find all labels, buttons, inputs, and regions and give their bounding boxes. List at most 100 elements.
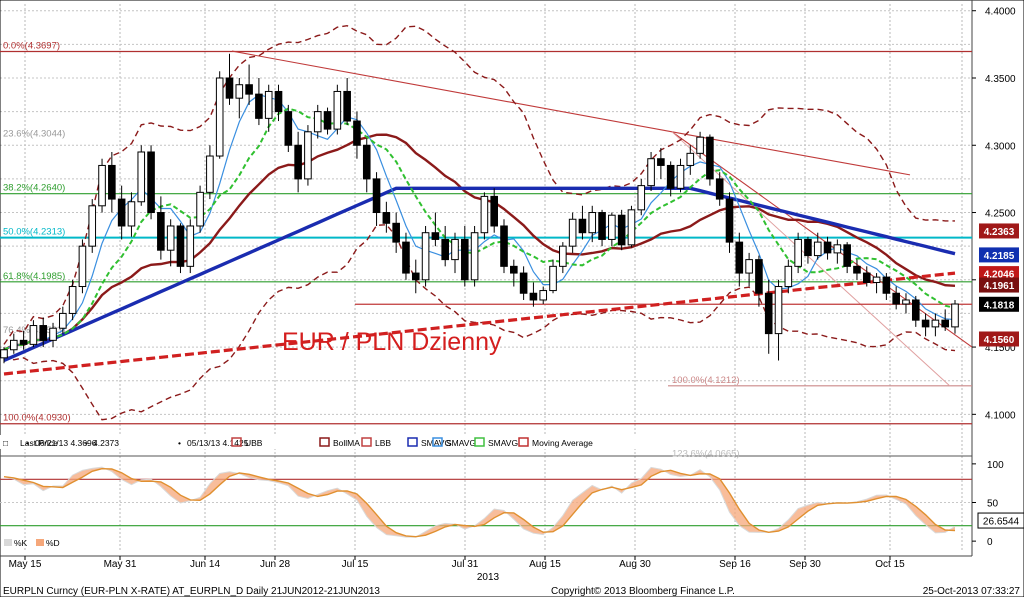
- candle-body: [402, 241, 410, 274]
- price-tag-label: 4.2363: [984, 227, 1015, 238]
- candle-body: [225, 77, 234, 99]
- legend-swatch-icon: [407, 437, 418, 447]
- candle-body: [431, 232, 440, 240]
- candle-body: [539, 290, 548, 301]
- candle-body: [166, 225, 175, 251]
- candle-body: [460, 238, 469, 281]
- legend-label: SMAVG: [446, 438, 476, 448]
- high-marker-icon: •: [26, 438, 29, 448]
- trend-line: [671, 131, 973, 348]
- candle-body: [480, 195, 489, 234]
- indicator-legend-label: %D: [46, 538, 60, 548]
- stochastic-d-line: [3, 467, 956, 538]
- candle-body: [755, 259, 763, 294]
- date-tick-label: May 15: [9, 559, 42, 570]
- chart-title: EUR / PLN Dzienny: [282, 328, 502, 356]
- legend: □ Last Price• 06/21/13 4.3696+ 4.2373 • 05/13…: [0, 435, 660, 449]
- legend-label: 06/21/13 4.3696: [35, 438, 97, 448]
- fib-level-label: 123.6%(4.0665): [672, 448, 740, 459]
- price-tag-box: [979, 331, 1019, 347]
- candle-body: [313, 111, 322, 133]
- candle-body: [470, 232, 479, 281]
- candle-body: [421, 232, 430, 281]
- low-marker-icon: •: [178, 438, 181, 448]
- candle-body: [549, 265, 557, 292]
- date-tick-label: Aug 15: [529, 559, 561, 570]
- candle-body: [245, 84, 253, 95]
- price-tick-label: 4.3000: [985, 141, 1016, 152]
- footer-security: EURPLN Curncy (EUR-PLN X-RATE) AT_EURPLN…: [3, 586, 380, 597]
- indicator-legend-swatch-icon: [36, 539, 44, 546]
- candle-body: [10, 339, 18, 351]
- legend-label: LBB: [375, 438, 391, 448]
- candle-body: [647, 158, 655, 187]
- price-tag-box: [979, 223, 1019, 239]
- legend-label: SMAVG: [421, 438, 451, 448]
- candle-body: [294, 144, 302, 180]
- candle-body: [764, 292, 773, 335]
- candle-body: [529, 292, 538, 301]
- indicator-tick-label: 50: [987, 499, 999, 510]
- candle-body: [696, 136, 704, 154]
- candle-body: [39, 325, 48, 341]
- candle-body: [510, 265, 518, 274]
- candle-body: [98, 164, 106, 207]
- legend-label: 4.2373: [93, 438, 119, 448]
- candle-body: [284, 111, 293, 146]
- sma-light-blue-line: [3, 94, 956, 351]
- legend-label: Last Price: [20, 438, 58, 448]
- candle-body: [706, 136, 714, 180]
- year-label: 2013: [477, 572, 500, 583]
- date-tick-label: Jun 14: [190, 559, 220, 570]
- price-tag-label: 4.2185: [984, 251, 1015, 262]
- candle-body: [304, 131, 312, 180]
- candle-body: [0, 349, 8, 359]
- fib-level-label: 38.2%(4.2640): [3, 183, 65, 194]
- fib-level-label: 0.0%(4.3697): [3, 40, 60, 51]
- candle-body: [117, 198, 126, 227]
- candle-body: [774, 286, 783, 335]
- candle-body: [637, 185, 646, 211]
- candle-body: [411, 272, 420, 281]
- fib-level-label: 100.0%(4.0930): [3, 413, 71, 424]
- price-tick-label: 4.1500: [985, 343, 1016, 354]
- candle-body: [235, 84, 244, 99]
- date-axis: May 15 May 31 Jun 14 Jun 28 Jul 15 Jul 31 Aug …: [9, 556, 905, 583]
- date-tick-label: May 31: [104, 559, 137, 570]
- trend-line: [671, 131, 951, 387]
- candle-glyph-icon: □: [3, 438, 8, 448]
- candle-body: [951, 303, 959, 328]
- indicator-value-label: 26.6544: [983, 517, 1020, 528]
- candle-body: [833, 244, 842, 254]
- legend-swatch-icon: [432, 437, 443, 447]
- sma-green-dashed-line: [3, 107, 956, 351]
- candle-body: [176, 225, 185, 267]
- candle-body: [941, 319, 949, 328]
- legend-label: UBB: [245, 438, 263, 448]
- legend-label: SMAVG: [488, 438, 518, 448]
- candle-body: [392, 222, 400, 243]
- price-tag-box: [979, 266, 1019, 282]
- legend-background: [0, 435, 660, 449]
- candle-body: [127, 201, 136, 227]
- indicator-value-box: [977, 512, 1024, 529]
- trend-line: [231, 50, 673, 133]
- candle-body: [108, 164, 116, 200]
- date-tick-label: Sep 30: [789, 559, 821, 570]
- candle-body: [598, 212, 606, 240]
- candle-body: [490, 195, 499, 227]
- price-axis: 4.40004.35004.30004.25004.20004.15004.10…: [972, 7, 1016, 421]
- candle-body: [49, 327, 57, 341]
- candle-body: [823, 241, 832, 254]
- candle-body: [715, 178, 724, 200]
- date-tick-label: Jun 28: [260, 559, 290, 570]
- candle-body: [274, 90, 283, 113]
- candle-body: [872, 276, 881, 283]
- price-tag-label: 4.1818: [984, 300, 1015, 311]
- candle-body: [147, 151, 155, 214]
- candle-body: [137, 151, 146, 203]
- fib-level-label: 23.6%(4.3044): [3, 128, 65, 139]
